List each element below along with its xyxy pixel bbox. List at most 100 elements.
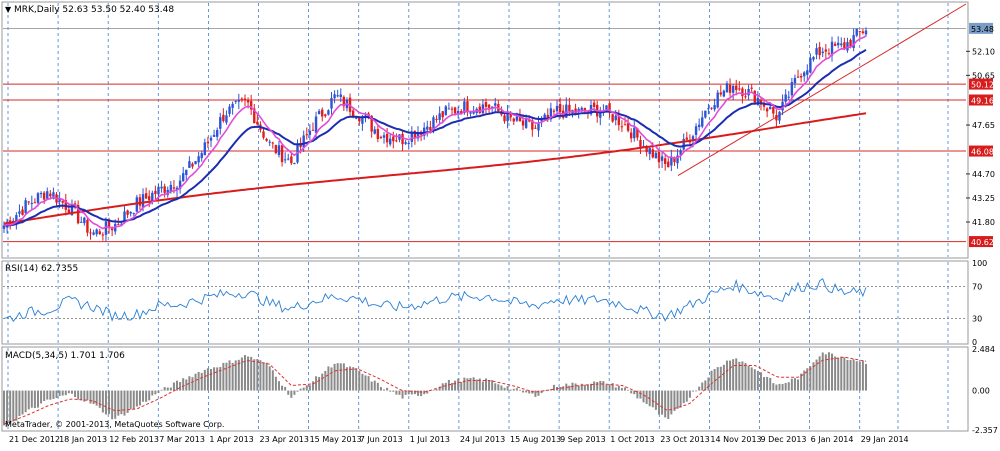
macd-bar: [620, 387, 623, 391]
candle-body: [438, 113, 441, 120]
macd-bar: [784, 382, 787, 391]
macd-bar: [559, 386, 562, 391]
candle-body: [534, 127, 537, 129]
macd-bar: [574, 383, 577, 391]
macd-bar: [509, 389, 512, 391]
x-tick-label: 21 Dec 2012: [9, 435, 60, 444]
y-tick-label: 44.70: [972, 170, 995, 179]
macd-bar: [454, 380, 457, 391]
candle-body: [373, 129, 376, 134]
macd-bar: [420, 390, 423, 397]
macd-bar: [759, 372, 762, 391]
ma-slow-line: [3, 112, 867, 225]
candle-body: [117, 224, 120, 226]
candle-body: [305, 134, 308, 136]
horizontal-levels[interactable]: [3, 27, 966, 243]
macd-bar: [302, 387, 305, 391]
ma-fast-line: [3, 35, 867, 230]
candle-body: [537, 122, 540, 131]
macd-bar: [64, 390, 67, 396]
macd-bar: [339, 363, 342, 391]
candle-body: [413, 131, 417, 139]
macd-bar: [9, 390, 12, 425]
candle-body: [490, 106, 494, 108]
macd-bar: [256, 358, 259, 391]
macd-bar: [741, 361, 744, 391]
candle-body: [772, 107, 775, 114]
x-tick-label: 29 Jan 2014: [861, 435, 909, 444]
candle-body: [611, 114, 614, 122]
trendline-group[interactable]: [677, 3, 967, 177]
macd-series: [3, 352, 867, 426]
candle-body: [821, 51, 824, 54]
candle-body: [830, 41, 834, 56]
candle-body: [308, 130, 312, 135]
candle-body: [70, 204, 74, 216]
macd-tick-label: 2.484: [972, 345, 995, 354]
candle-body: [98, 231, 101, 235]
candle-body: [648, 148, 651, 155]
level-tag-49.16: [969, 94, 993, 106]
macd-bar: [389, 390, 392, 392]
candle-body: [620, 126, 624, 128]
x-tick-label: 15 Aug 2013: [510, 435, 561, 444]
macd-bar: [738, 361, 741, 391]
current-price-tag: [969, 22, 993, 34]
candle-body: [824, 49, 828, 52]
candle-body: [197, 156, 200, 163]
macd-bar: [670, 390, 673, 415]
candle-body: [382, 135, 386, 138]
macd-bar: [525, 390, 528, 393]
macd-bar: [24, 390, 27, 413]
dropdown-arrow-icon[interactable]: ▼: [5, 5, 12, 14]
macd-bar: [562, 386, 565, 391]
candle-body: [290, 156, 293, 164]
candle-body: [194, 161, 197, 165]
x-tick-label: 9 Sep 2013: [560, 435, 606, 444]
candle-body: [663, 158, 667, 164]
candle-body: [759, 99, 763, 105]
candle-body: [790, 82, 794, 96]
price-axis: 50.12 49.16 46.08 40.62 53.48 52.10 50.65 47.65…: [966, 22, 998, 435]
x-tick-label: 7 Jun 2013: [360, 435, 403, 444]
macd-bar: [43, 390, 46, 402]
macd-bar: [481, 381, 484, 391]
macd-bar: [172, 382, 175, 391]
candle-body: [287, 158, 290, 160]
macd-bar: [6, 390, 9, 426]
macd-bar: [627, 389, 630, 391]
macd-bar: [324, 370, 327, 391]
candle-body: [453, 107, 457, 114]
candle-body: [515, 116, 519, 121]
macd-bar: [308, 385, 311, 391]
macd-bar: [611, 383, 614, 391]
candle-body: [565, 104, 568, 118]
macd-bar: [237, 359, 240, 391]
macd-bar: [417, 390, 420, 396]
macd-bar: [512, 388, 515, 391]
candle-body: [317, 111, 321, 115]
candle-body: [333, 94, 336, 99]
candle-body: [120, 223, 123, 225]
macd-bar: [744, 363, 747, 391]
candle-body: [528, 120, 531, 122]
macd-bar: [163, 387, 166, 391]
price-panel-frame: [1, 1, 969, 259]
macd-bar: [15, 390, 18, 421]
candle-body: [769, 106, 772, 110]
level-tag-text: 40.62: [971, 238, 994, 247]
candle-body: [657, 151, 661, 163]
candle-body: [697, 124, 701, 127]
macd-bar: [441, 383, 444, 391]
macd-bar: [367, 376, 370, 391]
candle-body: [701, 117, 704, 127]
macd-bar: [642, 390, 645, 403]
macd-bar: [484, 378, 487, 391]
candle-body: [209, 137, 213, 141]
macd-bar: [135, 390, 138, 407]
macd-bar: [404, 390, 407, 395]
candle-body: [148, 196, 151, 201]
candle-body: [15, 215, 18, 223]
